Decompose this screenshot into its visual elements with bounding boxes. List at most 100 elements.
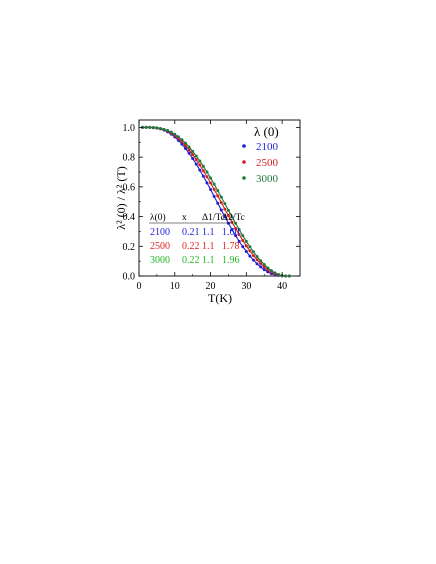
data-point-2500	[262, 265, 266, 269]
y-tick-label: 0.8	[123, 153, 136, 164]
data-point-2100	[251, 258, 255, 262]
y-tick-label: 1.0	[123, 123, 136, 134]
x-tick-label: 30	[241, 281, 251, 292]
data-point-3000	[273, 271, 277, 275]
data-point-3000	[248, 245, 252, 249]
data-point-2100	[219, 208, 223, 212]
data-point-3000	[187, 145, 191, 149]
data-point-2100	[191, 156, 195, 160]
data-point-3000	[158, 126, 162, 130]
legend-entries: 2100 2500 3000	[242, 141, 279, 185]
table-cell: 2500	[150, 241, 170, 252]
data-point-2100	[255, 262, 259, 266]
y-tick-label: 0.2	[123, 242, 136, 253]
data-point-3000	[180, 138, 184, 142]
data-point-2500	[212, 187, 216, 191]
data-point-2100	[194, 162, 198, 166]
table-cell: 1.60	[222, 227, 240, 238]
data-point-3000	[266, 266, 270, 270]
data-point-2100	[248, 254, 252, 258]
y-axis-ticks: 0.0 0.2 0.4 0.6 0.8 1.0	[123, 123, 300, 283]
plot-frame	[138, 119, 301, 277]
data-point-2500	[201, 169, 205, 173]
data-point-3000	[241, 234, 245, 238]
data-point-2500	[234, 226, 238, 230]
table-cell: 1.78	[222, 241, 240, 252]
data-point-3000	[166, 129, 170, 133]
data-point-3000	[287, 274, 291, 278]
data-point-3000	[205, 170, 209, 174]
data-point-2500	[198, 163, 202, 167]
data-point-2100	[259, 265, 263, 269]
legend-title: λ (0)	[254, 124, 279, 139]
data-point-2500	[180, 140, 184, 144]
legend-marker-2500	[242, 160, 246, 164]
data-point-3000	[226, 208, 230, 212]
data-point-3000	[201, 164, 205, 168]
data-point-3000	[209, 176, 213, 180]
data-point-2500	[219, 201, 223, 205]
legend-marker-3000	[242, 176, 246, 180]
table-cell: 3000	[150, 255, 170, 266]
x-axis-label: T(K)	[208, 291, 232, 305]
data-point-2100	[234, 234, 238, 238]
data-point-3000	[151, 126, 155, 130]
table-cell: 1.96	[222, 255, 240, 266]
data-point-2100	[237, 239, 241, 243]
data-point-3000	[155, 126, 159, 130]
data-point-2500	[223, 207, 227, 211]
data-point-3000	[223, 202, 227, 206]
data-points	[141, 125, 291, 278]
data-point-2100	[212, 194, 216, 198]
data-point-3000	[169, 130, 173, 134]
data-point-2100	[266, 270, 270, 274]
data-point-2500	[251, 254, 255, 258]
x-axis-ticks: 0 10 20 30 40	[137, 120, 287, 292]
data-point-2100	[262, 268, 266, 272]
legend-marker-2100	[242, 144, 246, 148]
data-point-3000	[251, 250, 255, 254]
data-point-3000	[173, 132, 177, 136]
table-header-cell: x	[182, 213, 187, 223]
x-tick-label: 10	[170, 281, 180, 292]
data-point-2100	[216, 201, 220, 205]
data-point-2500	[209, 181, 213, 185]
table-cell: 1.1	[202, 241, 215, 252]
data-point-2100	[241, 245, 245, 249]
legend-label-2100: 2100	[256, 141, 279, 153]
table-cell: 0.21	[182, 227, 200, 238]
data-point-2500	[237, 233, 241, 237]
data-point-2500	[255, 258, 259, 262]
data-point-2100	[180, 142, 184, 146]
legend-label-2500: 2500	[256, 157, 279, 169]
x-tick-label: 0	[137, 281, 142, 292]
data-point-2500	[205, 175, 209, 179]
data-point-2100	[205, 181, 209, 185]
y-axis-label: λ² (0) / λ² (T)	[114, 166, 128, 229]
table-cell: 2100	[150, 227, 170, 238]
data-point-3000	[212, 182, 216, 186]
x-tick-label: 40	[277, 281, 287, 292]
data-point-3000	[148, 125, 152, 129]
data-point-3000	[144, 125, 148, 129]
data-point-3000	[162, 127, 166, 131]
data-point-3000	[219, 195, 223, 199]
data-point-2100	[198, 168, 202, 172]
data-point-2500	[241, 238, 245, 242]
x-tick-label: 20	[206, 281, 216, 292]
data-point-3000	[237, 227, 241, 231]
table-header-cell: Δ2/Tc	[222, 213, 245, 223]
data-point-2500	[184, 144, 188, 148]
data-point-2500	[248, 249, 252, 253]
data-point-3000	[259, 259, 263, 263]
data-point-3000	[284, 274, 288, 278]
y-tick-label: 0.0	[123, 272, 136, 283]
data-point-3000	[176, 135, 180, 139]
data-point-3000	[277, 273, 281, 277]
table-cell: 0.22	[182, 255, 200, 266]
data-point-3000	[255, 255, 259, 259]
data-point-3000	[216, 189, 220, 193]
